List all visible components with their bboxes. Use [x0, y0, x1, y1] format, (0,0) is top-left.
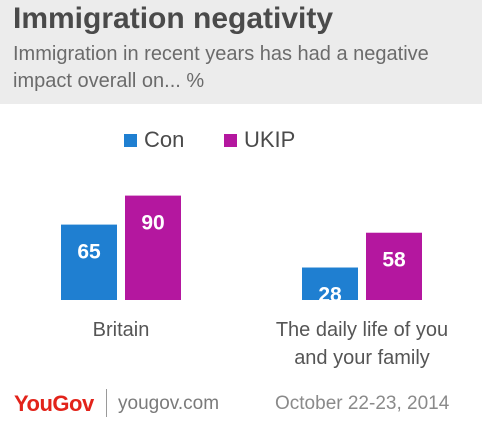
- chart-subtitle: Immigration in recent years has had a ne…: [13, 43, 429, 92]
- legend-swatch-con: [124, 134, 137, 147]
- bar-ukip-0: [125, 195, 181, 300]
- data-label-con-1: 28: [318, 284, 342, 307]
- category-label-1-0: The daily life of you: [276, 319, 448, 341]
- chart-title: Immigration negativity: [13, 2, 334, 35]
- footer-date: October 22-23, 2014: [275, 393, 450, 414]
- data-label-con-0: 65: [77, 241, 101, 264]
- bar-con-0: [61, 224, 117, 300]
- footer-website: yougov.com: [118, 393, 220, 414]
- data-label-ukip-1: 58: [382, 249, 406, 272]
- chart-header: Immigration negativity Immigration in re…: [0, 0, 482, 104]
- category-label-1-1: and your family: [294, 347, 430, 369]
- legend-label-con: Con: [144, 127, 184, 152]
- category-label-0-0: Britain: [93, 319, 150, 341]
- legend-swatch-ukip: [224, 134, 237, 147]
- bar-ukip-1: [366, 232, 422, 300]
- bar-con-1: [302, 267, 358, 300]
- footer-divider: [106, 389, 107, 417]
- bar-chart: Con UKIP 65 90 28 58 Britain The daily life of …: [61, 127, 448, 369]
- data-label-ukip-0: 90: [141, 212, 164, 235]
- legend-label-ukip: UKIP: [244, 127, 295, 152]
- yougov-logo: YouGov: [14, 391, 94, 416]
